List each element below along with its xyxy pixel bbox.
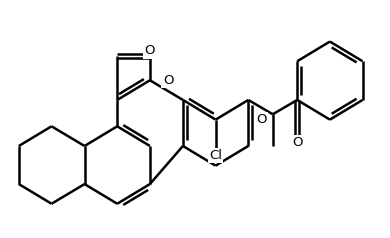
Text: O: O: [145, 44, 155, 57]
Text: O: O: [292, 136, 303, 149]
Text: Cl: Cl: [209, 149, 222, 162]
Text: O: O: [256, 113, 267, 126]
Text: O: O: [163, 74, 173, 87]
